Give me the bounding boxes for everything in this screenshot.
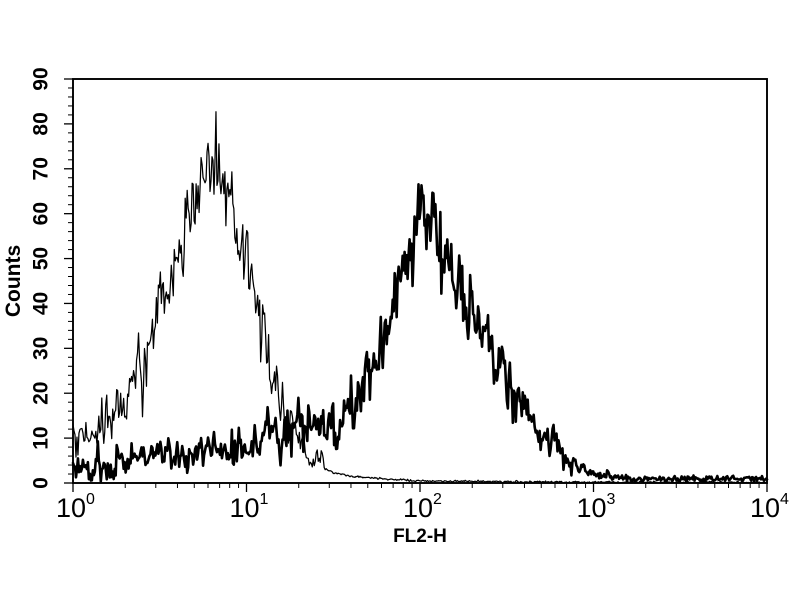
svg-text:FL2-H: FL2-H [393,526,447,547]
svg-text:90: 90 [30,67,53,90]
svg-text:2: 2 [433,491,442,508]
svg-text:10: 10 [577,493,607,523]
svg-text:0: 0 [30,477,53,489]
svg-text:80: 80 [30,112,53,135]
svg-text:70: 70 [30,157,53,180]
svg-text:Counts: Counts [2,245,25,317]
svg-text:1: 1 [260,491,269,508]
svg-text:40: 40 [30,292,53,315]
svg-text:20: 20 [30,382,53,405]
svg-text:30: 30 [30,337,53,360]
svg-text:60: 60 [30,202,53,225]
svg-text:10: 10 [230,493,260,523]
svg-text:50: 50 [30,247,53,270]
svg-text:10: 10 [56,493,86,523]
svg-text:10: 10 [30,426,53,449]
svg-text:4: 4 [780,491,789,508]
svg-text:0: 0 [86,491,95,508]
svg-text:10: 10 [403,493,433,523]
svg-text:3: 3 [607,491,616,508]
svg-text:10: 10 [750,493,780,523]
